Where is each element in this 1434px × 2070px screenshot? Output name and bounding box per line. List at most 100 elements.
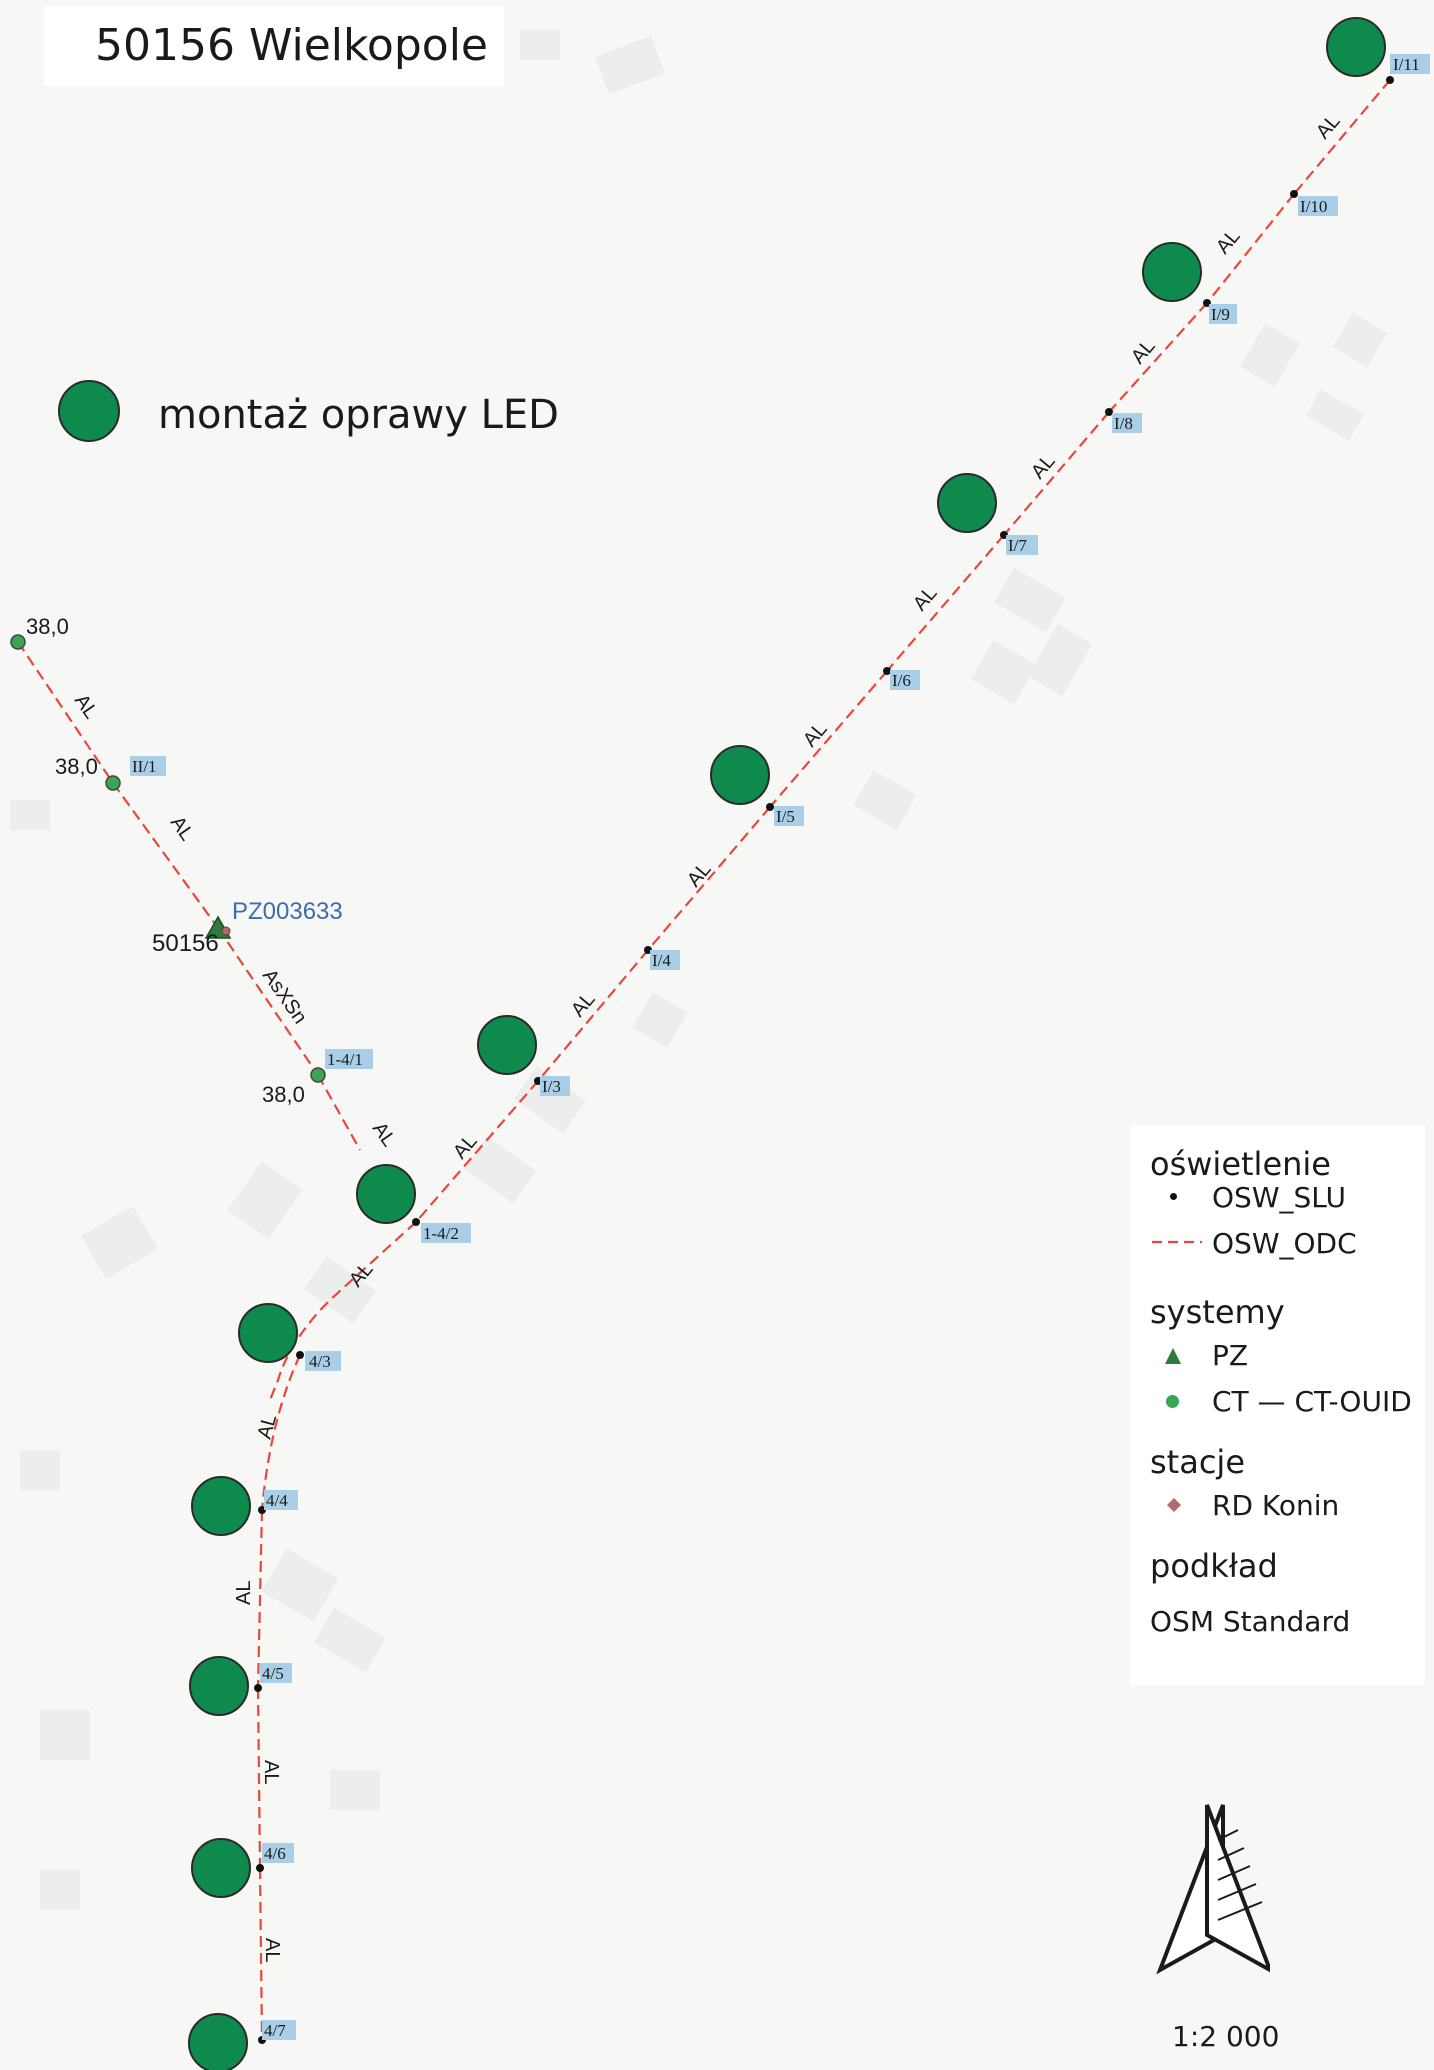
lamp-layer: [188, 17, 1386, 2070]
north-arrow-icon: [1156, 1804, 1270, 1975]
pole-label: I/4: [652, 951, 671, 970]
line-segment[interactable]: [268, 1221, 417, 1401]
line-segment[interactable]: [1206, 193, 1295, 304]
line-label: AL: [1127, 335, 1160, 368]
rd-station-point[interactable]: [221, 926, 231, 936]
line-label: AL: [166, 812, 198, 845]
line-segment[interactable]: [647, 806, 771, 951]
pole-label: I/5: [776, 807, 795, 826]
line-segment[interactable]: [260, 1354, 301, 1511]
line-segment[interactable]: [217, 927, 319, 1076]
line-label: AL: [909, 582, 942, 615]
line-segment[interactable]: [256, 1687, 262, 1869]
pole-point[interactable]: [1386, 76, 1394, 84]
line-label: AL: [683, 858, 716, 891]
pole-point[interactable]: [296, 1351, 304, 1359]
pole-point[interactable]: [1105, 408, 1113, 416]
line-segment[interactable]: [258, 1867, 264, 2041]
pole-layer: [254, 76, 1394, 2044]
pole-label: I/9: [1211, 305, 1230, 324]
legend-heading-oswietlenie: oświetlenie: [1150, 1145, 1331, 1183]
line-segment[interactable]: [256, 1509, 264, 1689]
pole-label: 4/6: [264, 1844, 286, 1863]
ct-value-label: 38,0: [55, 754, 98, 779]
pole-label: 4/5: [262, 1664, 284, 1683]
ct-label-layer: 38,0 38,0 38,0: [26, 614, 305, 1107]
pole-label: 1-4/1: [327, 1050, 363, 1069]
ct-value-label: 38,0: [26, 614, 69, 639]
scale-label: 1:2 000: [1172, 2020, 1280, 2053]
ct-point[interactable]: [310, 1067, 326, 1083]
legend-item-osm: OSM Standard: [1150, 1605, 1351, 1638]
station-code-label: 50156: [152, 930, 219, 957]
ct-point[interactable]: [105, 775, 121, 791]
ct-point[interactable]: [10, 634, 26, 650]
led-lamp[interactable]: [188, 2013, 248, 2070]
title-box: [44, 6, 504, 86]
line-label: AL: [567, 988, 600, 1021]
line-label: AL: [1027, 450, 1060, 483]
pole-point[interactable]: [256, 1864, 264, 1872]
legend-item-ct: CT — CT-OUID: [1212, 1385, 1412, 1418]
line-label: AL: [70, 690, 102, 723]
pole-point[interactable]: [412, 1218, 420, 1226]
pole-label-layer: I/11 I/10 I/9 I/8 I/7 I/6 I/5 I/4 I/3 1-…: [130, 54, 1430, 2040]
pole-label: 4/4: [266, 1491, 288, 1510]
pole-point[interactable]: [254, 1684, 262, 1692]
led-legend-label: montaż oprawy LED: [158, 392, 559, 438]
led-lamp[interactable]: [477, 1015, 537, 1075]
ct-dot-icon: [1166, 1395, 1179, 1408]
led-lamp[interactable]: [356, 1164, 416, 1224]
legend-heading-podklad: podkład: [1150, 1547, 1278, 1585]
legend-item-pz: PZ: [1212, 1339, 1249, 1372]
pole-label: I/10: [1300, 197, 1327, 216]
map-title: 50156 Wielkopole: [95, 20, 488, 71]
basemap-buildings: [10, 30, 1388, 1910]
line-label: AL: [1212, 225, 1245, 258]
line-segment[interactable]: [1108, 302, 1208, 413]
pole-label: I/11: [1393, 55, 1420, 74]
line-label: AL: [254, 1412, 282, 1441]
line-label: AL: [261, 1938, 283, 1962]
ct-value-label: 38,0: [262, 1082, 305, 1107]
led-lamp[interactable]: [710, 745, 770, 805]
led-lamp[interactable]: [191, 1476, 251, 1536]
line-segment[interactable]: [17, 641, 114, 784]
line-segment[interactable]: [537, 949, 649, 1082]
line-segment[interactable]: [317, 1074, 361, 1151]
line-label: AL: [260, 1760, 282, 1784]
led-lamp[interactable]: [1326, 17, 1386, 77]
led-lamp[interactable]: [189, 1656, 249, 1716]
line-segment[interactable]: [769, 670, 888, 808]
line-layer: [17, 79, 1391, 2041]
map-legend: oświetlenie OSW_SLU OSW_ODC systemy PZ C…: [1130, 1125, 1425, 1685]
legend-item-osw-slu: OSW_SLU: [1212, 1181, 1346, 1214]
pole-point[interactable]: [1290, 190, 1298, 198]
line-segment[interactable]: [112, 782, 219, 929]
pole-label: 1-4/2: [423, 1224, 459, 1243]
pz-station-label: PZ003633: [232, 898, 343, 925]
pole-label: 4/3: [309, 1352, 331, 1371]
line-segment[interactable]: [1003, 411, 1110, 536]
line-segment[interactable]: [415, 1080, 539, 1223]
led-lamp[interactable]: [1142, 242, 1202, 302]
line-segment[interactable]: [886, 534, 1005, 672]
pole-point[interactable]: [883, 667, 891, 675]
pole-label: 4/7: [264, 2021, 286, 2040]
line-segment[interactable]: [1293, 79, 1391, 195]
led-lamp[interactable]: [191, 1838, 251, 1898]
line-label: AsXSn: [258, 965, 311, 1028]
dashed-line-icon: [1152, 1240, 1202, 1244]
pole-point[interactable]: [766, 803, 774, 811]
led-lamp[interactable]: [238, 1303, 298, 1363]
line-label: AL: [368, 1118, 400, 1151]
led-lamp[interactable]: [937, 473, 997, 533]
pole-label: I/7: [1008, 536, 1027, 555]
systems-layer: [10, 634, 326, 1083]
pole-label: I/8: [1114, 414, 1133, 433]
pole-dot-icon: [1170, 1193, 1177, 1200]
rd-diamond-icon: [1167, 1498, 1181, 1512]
pole-label: II/1: [132, 757, 157, 776]
